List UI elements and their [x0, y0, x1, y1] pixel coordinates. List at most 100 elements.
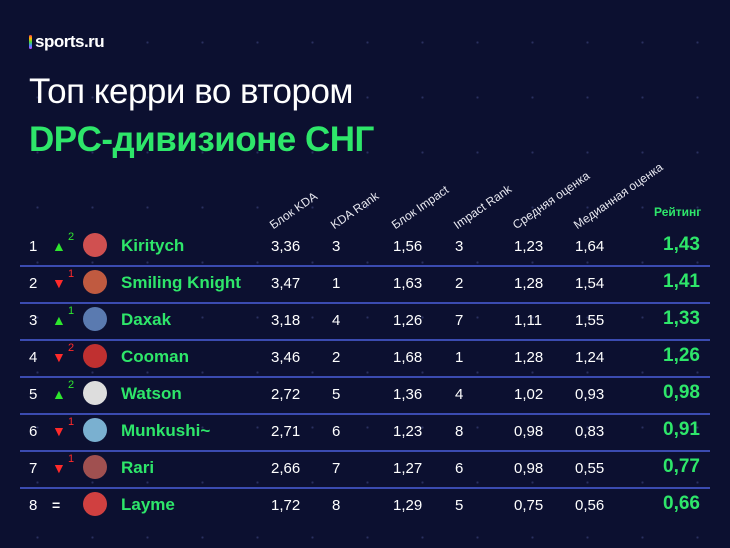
team-logo-icon	[83, 455, 107, 479]
avg-score: 1,23	[514, 238, 544, 255]
impact-rank: 1	[455, 349, 464, 366]
team-logo-icon	[83, 270, 107, 294]
impact: 1,29	[393, 497, 423, 514]
median-score: 0,55	[575, 460, 605, 477]
team-logo-icon	[83, 307, 107, 331]
median-score: 0,83	[575, 423, 605, 440]
median-score: 1,55	[575, 312, 605, 329]
median-score: 1,54	[575, 275, 605, 292]
brand-text: sports.ru	[35, 32, 105, 51]
rating: 1,26	[663, 345, 700, 366]
table-row: 1 ▲ 2 Kiritych 3,36 3 1,56 3 1,23 1,64 1…	[20, 228, 710, 267]
rating: 1,43	[663, 234, 700, 255]
trend-up-icon: ▲	[52, 386, 66, 402]
impact-rank: 6	[455, 460, 464, 477]
title-line-1: Топ керри во втором	[29, 72, 353, 111]
impact-rank: 5	[455, 497, 464, 514]
kda-rank: 8	[332, 497, 341, 514]
kda: 2,66	[271, 460, 301, 477]
impact: 1,68	[393, 349, 423, 366]
rating: 0,66	[663, 493, 700, 514]
title-line-2: DPC-дивизионе СНГ	[29, 120, 374, 159]
avg-score: 1,28	[514, 349, 544, 366]
trend-dn-icon: ▼	[52, 349, 66, 365]
table-row: 8 = Layme 1,72 8 1,29 5 0,75 0,56 0,66	[20, 487, 710, 524]
header-kda-rank: KDA Rank	[327, 188, 382, 232]
rank: 2	[29, 275, 38, 292]
player-name: Watson	[121, 384, 182, 403]
impact-rank: 2	[455, 275, 464, 292]
trend-dn-icon: ▼	[52, 460, 66, 476]
rank: 8	[29, 497, 38, 514]
logo-dots-icon	[29, 35, 32, 49]
rank-change: 1	[68, 268, 75, 280]
header-rating: Рейтинг	[654, 205, 702, 219]
header-kda: Блок KDA	[266, 189, 320, 232]
team-logo-icon	[83, 381, 107, 405]
kda-rank: 7	[332, 460, 341, 477]
kda: 2,72	[271, 386, 301, 403]
header-impact-rank: Impact Rank	[450, 181, 515, 232]
player-name: Kiritych	[121, 236, 185, 255]
rank-change: 1	[68, 416, 75, 428]
player-name: Layme	[121, 495, 175, 514]
team-logo-icon	[83, 233, 107, 257]
header-impact: Блок Impact	[388, 182, 452, 232]
impact: 1,36	[393, 386, 423, 403]
impact: 1,26	[393, 312, 423, 329]
player-name: Rari	[121, 458, 155, 477]
kda-rank: 5	[332, 386, 341, 403]
median-score: 0,93	[575, 386, 605, 403]
rank: 5	[29, 386, 38, 403]
rank: 3	[29, 312, 38, 329]
table-row: 6 ▼ 1 Munkushi~ 2,71 6 1,23 8 0,98 0,83 …	[20, 413, 710, 452]
kda: 3,18	[271, 312, 301, 329]
kda-rank: 2	[332, 349, 341, 366]
impact-rank: 7	[455, 312, 464, 329]
avg-score: 0,98	[514, 460, 544, 477]
kda-rank: 6	[332, 423, 341, 440]
table-row: 2 ▼ 1 Smiling Knight 3,47 1 1,63 2 1,28 …	[20, 265, 710, 304]
median-score: 1,64	[575, 238, 605, 255]
impact: 1,63	[393, 275, 423, 292]
avg-score: 1,28	[514, 275, 544, 292]
impact-rank: 3	[455, 238, 464, 255]
impact: 1,27	[393, 460, 423, 477]
rating: 1,41	[663, 271, 700, 292]
rank-change: 1	[68, 453, 75, 465]
rating: 0,91	[663, 419, 700, 440]
player-name: Smiling Knight	[121, 273, 241, 292]
kda-rank: 1	[332, 275, 341, 292]
table-row: 3 ▲ 1 Daxak 3,18 4 1,26 7 1,11 1,55 1,33	[20, 302, 710, 341]
trend-dn-icon: ▼	[52, 275, 66, 291]
impact-rank: 8	[455, 423, 464, 440]
player-name: Munkushi~	[121, 421, 211, 440]
avg-score: 1,02	[514, 386, 544, 403]
rank-change: 2	[68, 231, 75, 243]
kda: 3,46	[271, 349, 301, 366]
rating: 1,33	[663, 308, 700, 329]
rank-change: 2	[68, 379, 75, 391]
rank-change: 2	[68, 342, 75, 354]
team-logo-icon	[83, 418, 107, 442]
avg-score: 0,75	[514, 497, 544, 514]
team-logo-icon	[83, 492, 107, 516]
trend-eq-icon: =	[52, 497, 61, 513]
table-row: 7 ▼ 1 Rari 2,66 7 1,27 6 0,98 0,55 0,77	[20, 450, 710, 489]
trend-up-icon: ▲	[52, 238, 66, 254]
trend-up-icon: ▲	[52, 312, 66, 328]
kda: 3,47	[271, 275, 301, 292]
kda: 2,71	[271, 423, 301, 440]
kda: 1,72	[271, 497, 301, 514]
rank: 7	[29, 460, 38, 477]
avg-score: 0,98	[514, 423, 544, 440]
impact: 1,23	[393, 423, 423, 440]
kda-rank: 3	[332, 238, 341, 255]
rank: 6	[29, 423, 38, 440]
rank: 1	[29, 238, 38, 255]
rank-change: 1	[68, 305, 75, 317]
table-row: 5 ▲ 2 Watson 2,72 5 1,36 4 1,02 0,93 0,9…	[20, 376, 710, 415]
kda: 3,36	[271, 238, 301, 255]
impact: 1,56	[393, 238, 423, 255]
table-row: 4 ▼ 2 Cooman 3,46 2 1,68 1 1,28 1,24 1,2…	[20, 339, 710, 378]
